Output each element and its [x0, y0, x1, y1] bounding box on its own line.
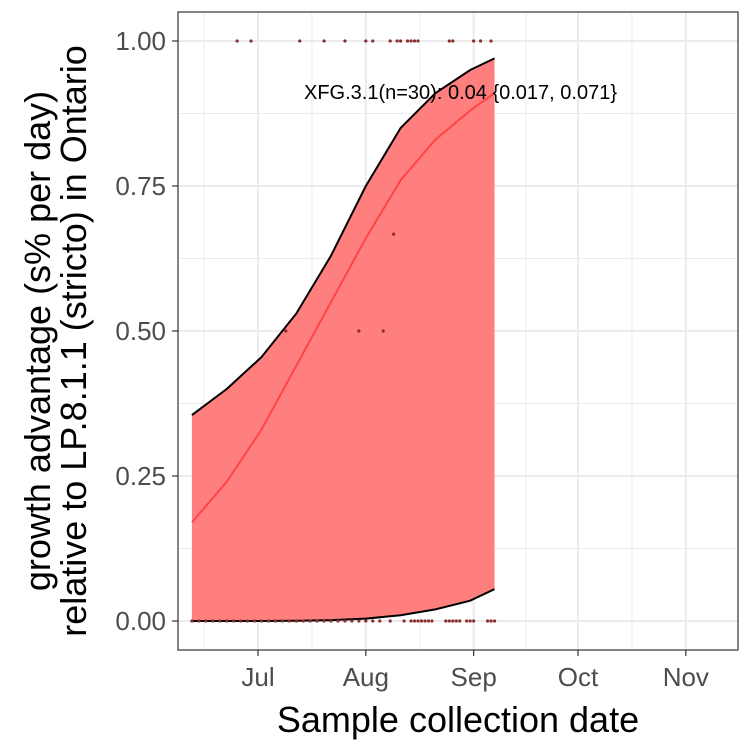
data-point [451, 39, 455, 43]
data-point [465, 619, 469, 623]
data-point [479, 39, 483, 43]
data-point [294, 619, 298, 623]
data-point [472, 619, 476, 623]
data-point [287, 619, 291, 623]
y-tick-label: 1.00 [115, 26, 166, 56]
data-point [273, 619, 277, 623]
data-point [197, 619, 201, 623]
data-point [395, 39, 399, 43]
data-point [315, 619, 319, 623]
data-point [454, 619, 458, 623]
data-point [218, 619, 222, 623]
data-point [357, 329, 361, 333]
data-point [371, 619, 375, 623]
data-point [249, 39, 253, 43]
data-point [468, 619, 472, 623]
data-point [364, 39, 368, 43]
y-tick-label: 0.00 [115, 606, 166, 636]
data-point [447, 619, 451, 623]
data-point [298, 39, 302, 43]
y-axis-title-line-2: relative to LP.8.1.1 (stricto) in Ontari… [53, 45, 94, 637]
data-point [357, 619, 361, 623]
data-point [412, 619, 417, 623]
fit-line [191, 92, 496, 524]
data-points-layer [190, 39, 497, 623]
data-point [381, 329, 385, 333]
data-point [235, 39, 239, 43]
data-point [392, 232, 396, 236]
confidence-ribbon-layer [191, 57, 496, 622]
data-point [412, 39, 417, 43]
data-point [204, 619, 208, 623]
y-tick-label: 0.25 [115, 461, 166, 491]
data-point [399, 39, 403, 43]
data-point [322, 39, 326, 43]
data-point [451, 619, 455, 623]
data-point [252, 619, 257, 623]
data-point [284, 329, 288, 333]
y-axis-title-line-1: growth advantage (s% per day) [17, 91, 58, 591]
data-point [489, 619, 493, 623]
data-point [343, 619, 347, 623]
data-point [371, 39, 375, 43]
data-point [336, 619, 340, 623]
data-point [472, 39, 476, 43]
y-tick-label: 0.75 [115, 171, 166, 201]
data-point [492, 619, 497, 623]
data-point [280, 619, 284, 623]
data-point [416, 619, 420, 623]
data-point [430, 619, 434, 623]
data-point [423, 619, 427, 623]
data-point [402, 619, 406, 623]
data-point [350, 619, 354, 623]
x-axis-title: Sample collection date [277, 699, 639, 740]
data-point [239, 619, 243, 623]
data-point [485, 619, 490, 623]
data-point [426, 619, 431, 623]
data-point [409, 619, 413, 623]
data-point [405, 39, 410, 43]
axes-layer: Jul Aug Sep Oct Nov 0.00 0.25 0.50 0.75 1.00 [115, 26, 709, 692]
confidence-ribbon [191, 58, 495, 621]
x-tick-label: Nov [663, 662, 709, 692]
data-point [322, 619, 326, 623]
data-point [419, 619, 424, 623]
y-tick-label: 0.50 [115, 316, 166, 346]
data-point [190, 619, 194, 623]
data-point [211, 619, 215, 623]
data-point [409, 39, 413, 43]
data-point [232, 619, 236, 623]
data-point [225, 619, 229, 623]
data-point [388, 39, 392, 43]
data-point [266, 619, 271, 623]
data-point [259, 619, 264, 623]
ci-upper-line [191, 57, 495, 416]
x-tick-label: Sep [451, 662, 497, 692]
data-point [489, 39, 493, 43]
data-point [388, 619, 392, 623]
data-point [343, 39, 347, 43]
ci-lower-line [191, 588, 495, 622]
annotation-label: XFG.3.1(n=30): 0.04 {0.017, 0.071} [304, 82, 617, 104]
y-axis-title: growth advantage (s% per day) relative t… [17, 45, 94, 637]
data-point [416, 39, 420, 43]
annotation-layer: XFG.3.1(n=30): 0.04 {0.017, 0.071} [304, 82, 617, 104]
data-point [458, 619, 462, 623]
data-point [364, 619, 368, 623]
x-tick-label: Jul [241, 662, 274, 692]
data-point [378, 619, 382, 623]
data-point [308, 619, 312, 623]
data-point [329, 619, 333, 623]
x-tick-label: Aug [343, 662, 389, 692]
data-point [444, 619, 448, 623]
data-point [301, 619, 305, 623]
data-point [447, 39, 451, 43]
data-point [245, 619, 250, 623]
x-tick-label: Oct [558, 662, 599, 692]
